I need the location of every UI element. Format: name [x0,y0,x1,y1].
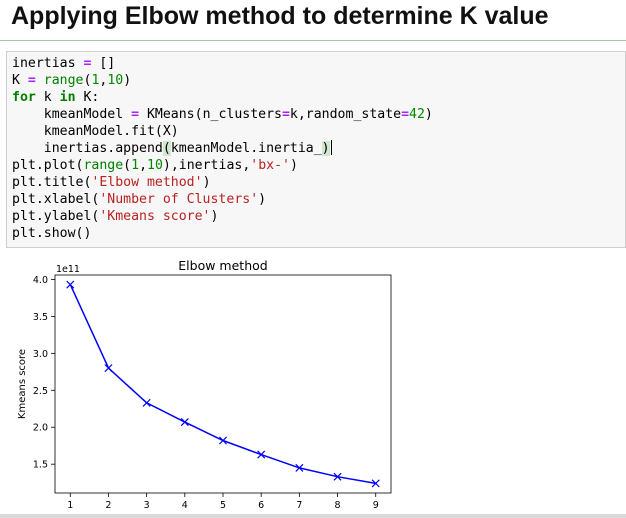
y-offset-label: 1e11 [56,264,80,275]
cell-output: Elbow method 1e11 Kmeans score 1 2 3 4 5 6 7 8 9 1.5… [8,255,400,518]
chart-title: Elbow method [178,258,267,273]
code-editor[interactable]: inertias = [] K = range(1,10) for k in K… [12,55,433,242]
section-heading: Applying Elbow method to determine K val… [11,2,549,30]
code-line-4: kmeanModel = KMeans(n_clusters=k,random_… [12,107,433,122]
code-line-3: for k in K: [12,90,100,105]
code-line-7: plt.plot(range(1,10),inertias,'bx-') [12,158,298,173]
data-point-marker [295,463,304,472]
elbow-chart: Elbow method 1e11 Kmeans score 1 2 3 4 5 6 7 8 9 1.5… [17,258,392,511]
series-line [69,284,376,485]
data-point-marker [66,280,75,289]
x-tick-label: 4 [182,500,188,511]
data-point-marker [180,418,189,427]
y-tick-label: 2.5 [33,386,48,397]
code-line-2: K = range(1,10) [12,73,132,88]
plot-frame [54,274,392,494]
data-point-marker [333,472,342,481]
x-tick-label: 2 [105,500,111,511]
x-tick-label: 3 [144,500,150,511]
heading-divider [0,40,626,41]
y-axis-label: Kmeans score [17,349,28,419]
x-tick-label: 8 [335,500,341,511]
code-line-10: plt.ylabel('Kmeans score') [12,209,219,224]
y-tick-label: 4.0 [33,275,48,286]
code-line-8: plt.title('Elbow method') [12,175,211,190]
horizontal-scrollbar[interactable] [0,514,626,518]
code-cell[interactable]: inertias = [] K = range(1,10) for k in K… [6,51,626,248]
x-tick-label: 5 [220,500,226,511]
x-tick-label: 6 [258,500,264,511]
code-line-5: kmeanModel.fit(X) [12,124,179,139]
y-tick-label: 3.0 [33,349,48,360]
data-point-marker [104,364,113,373]
text-cursor [330,140,332,155]
x-tick-label: 9 [373,500,379,511]
y-tick-label: 1.5 [33,460,48,471]
code-line-1: inertias = [] [12,56,116,71]
y-tick-label: 3.5 [33,312,48,323]
data-point-marker [218,436,228,445]
y-tick-label: 2.0 [33,423,48,434]
data-point-marker [257,450,266,459]
x-tick-label: 7 [296,500,302,511]
code-line-11: plt.show() [12,226,92,241]
data-point-marker [142,398,151,407]
code-line-6: inertias.append(kmeanModel.inertia_) [12,140,332,156]
data-point-marker [371,479,380,488]
x-tick-label: 1 [67,500,73,511]
code-line-9: plt.xlabel('Number of Clusters') [12,192,267,207]
